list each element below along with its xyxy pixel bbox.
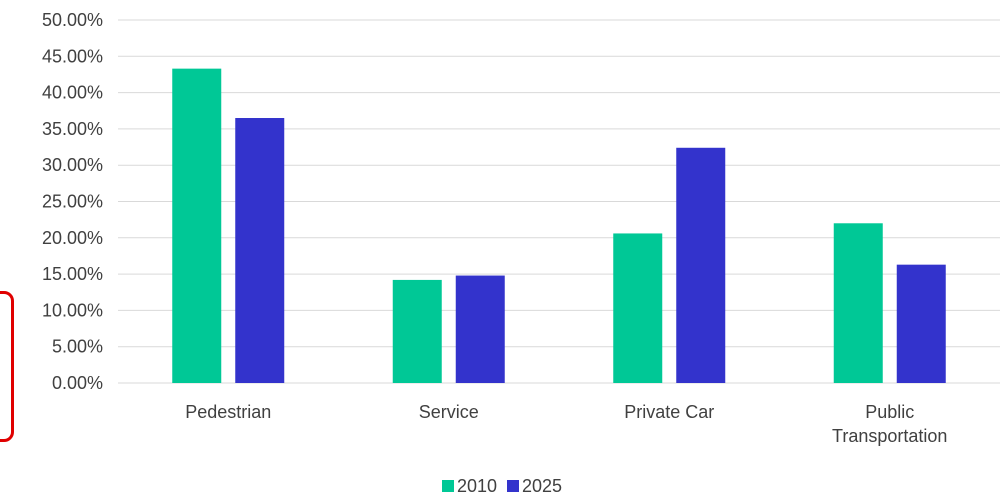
legend: 2010 2025 [442,476,562,496]
legend-label: 2025 [522,476,562,496]
bar-2010 [172,68,222,383]
bar-2025 [235,118,285,383]
y-tick-label: 40.00% [42,83,103,103]
y-tick-label: 0.00% [52,373,103,393]
bars [172,68,946,383]
x-category-label: Public Transportation [832,402,947,446]
y-tick-label: 5.00% [52,337,103,357]
y-tick-label: 45.00% [42,46,103,66]
bar-2025 [455,275,505,383]
y-tick-label: 15.00% [42,264,103,284]
y-tick-label: 50.00% [42,10,103,30]
bar-2010 [833,223,883,383]
y-axis: 0.00% 5.00% 10.00% 15.00% 20.00% 25.00% 30.00%… [42,10,103,393]
x-axis: Pedestrian Service Private Car Public Transp… [185,402,947,446]
y-tick-label: 20.00% [42,228,103,248]
bar-2010 [613,233,663,383]
legend-swatch [507,480,519,492]
y-tick-label: 25.00% [42,192,103,212]
side-marker [0,291,14,442]
x-category-label: Pedestrian [185,402,271,422]
y-tick-label: 35.00% [42,119,103,139]
legend-swatch [442,480,454,492]
bar-2025 [896,264,946,383]
x-category-label: Service [419,402,479,422]
bar-2010 [392,279,442,383]
bar-2025 [676,147,726,383]
legend-label: 2010 [457,476,497,496]
y-tick-label: 10.00% [42,300,103,320]
x-category-label: Private Car [624,402,714,422]
y-tick-label: 30.00% [42,155,103,175]
